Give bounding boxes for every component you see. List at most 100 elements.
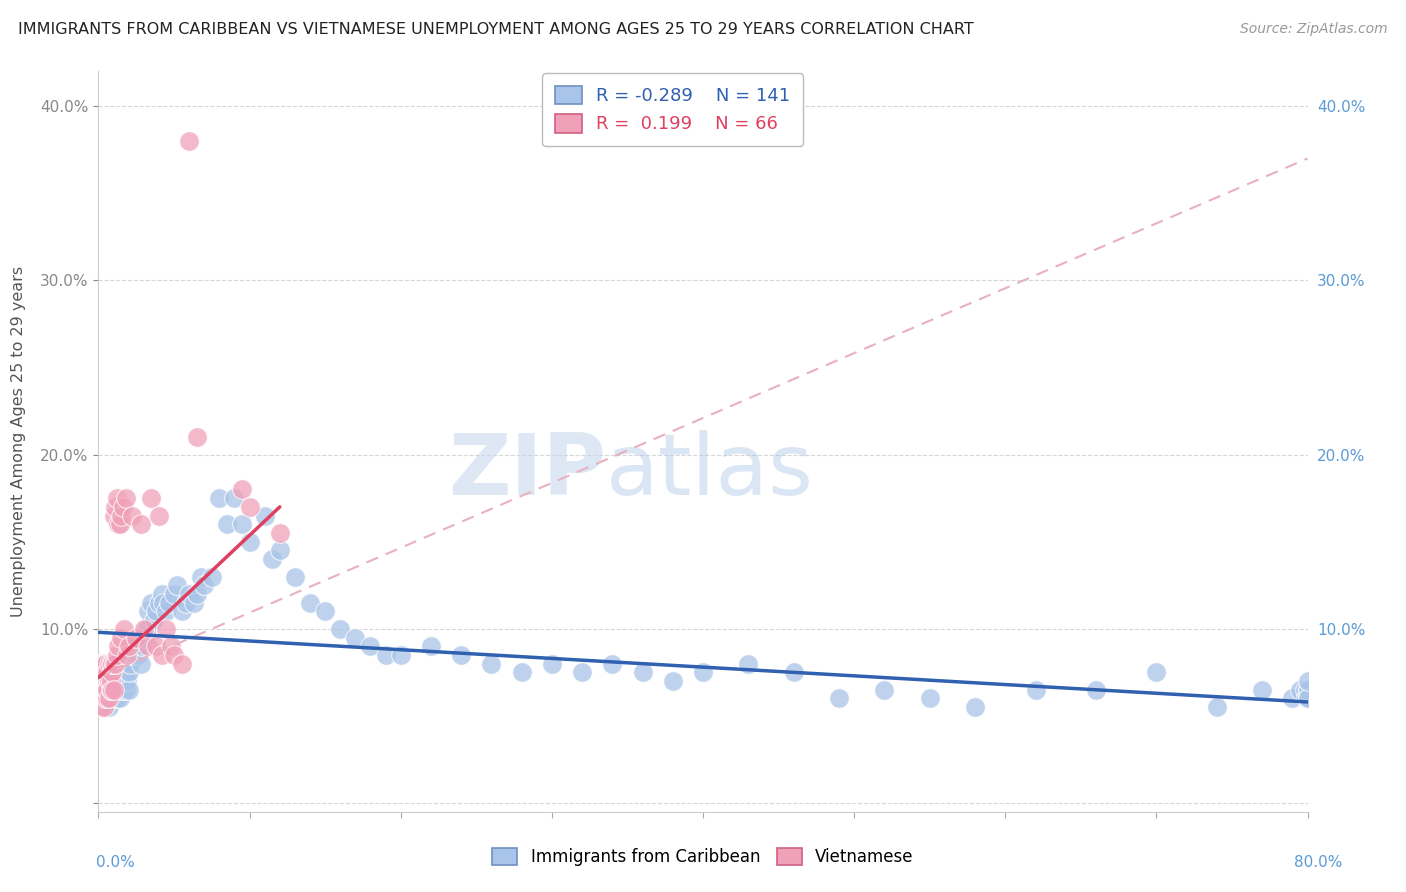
Point	[1251, 682, 1274, 697]
Point	[131, 639, 153, 653]
Point	[1024, 682, 1046, 697]
Point	[737, 657, 759, 671]
Point	[108, 674, 131, 689]
Point	[100, 682, 122, 697]
Point	[143, 613, 166, 627]
Point	[93, 665, 115, 680]
Point	[193, 578, 215, 592]
Point	[91, 682, 114, 697]
Point	[93, 700, 115, 714]
Point	[101, 657, 124, 671]
Point	[155, 622, 177, 636]
Point	[129, 657, 152, 671]
Point	[105, 691, 128, 706]
Point	[631, 665, 654, 680]
Point	[166, 578, 188, 592]
Point	[103, 674, 125, 689]
Point	[100, 674, 122, 689]
Text: IMMIGRANTS FROM CARIBBEAN VS VIETNAMESE UNEMPLOYMENT AMONG AGES 25 TO 29 YEARS C: IMMIGRANTS FROM CARIBBEAN VS VIETNAMESE …	[18, 22, 974, 37]
Point	[150, 648, 173, 662]
Point	[104, 500, 127, 514]
Point	[120, 657, 142, 671]
Point	[114, 682, 136, 697]
Point	[239, 534, 262, 549]
Point	[93, 682, 115, 697]
Point	[141, 491, 163, 505]
Point	[540, 657, 562, 671]
Point	[125, 639, 148, 653]
Text: 80.0%: 80.0%	[1295, 855, 1343, 870]
Point	[93, 657, 115, 671]
Point	[186, 430, 208, 444]
Point	[90, 674, 112, 689]
Point	[269, 543, 291, 558]
Point	[132, 622, 155, 636]
Point	[91, 657, 114, 671]
Point	[112, 657, 135, 671]
Point	[96, 657, 118, 671]
Point	[121, 508, 143, 523]
Point	[299, 596, 322, 610]
Point	[571, 665, 593, 680]
Point	[155, 604, 177, 618]
Point	[1085, 682, 1108, 697]
Point	[239, 500, 262, 514]
Point	[94, 665, 117, 680]
Point	[132, 631, 155, 645]
Point	[163, 587, 186, 601]
Point	[262, 552, 284, 566]
Point	[135, 622, 157, 636]
Point	[94, 657, 117, 671]
Point	[91, 674, 114, 689]
Point	[104, 657, 127, 671]
Point	[93, 700, 115, 714]
Point	[314, 604, 336, 618]
Point	[90, 657, 112, 671]
Point	[107, 639, 129, 653]
Point	[107, 517, 129, 532]
Legend: Immigrants from Caribbean, Vietnamese: Immigrants from Caribbean, Vietnamese	[484, 840, 922, 875]
Point	[136, 604, 159, 618]
Point	[89, 691, 111, 706]
Point	[90, 691, 112, 706]
Point	[190, 569, 212, 583]
Point	[1296, 691, 1319, 706]
Point	[103, 691, 125, 706]
Point	[145, 639, 167, 653]
Point	[100, 682, 122, 697]
Point	[186, 587, 208, 601]
Point	[692, 665, 714, 680]
Point	[115, 648, 138, 662]
Point	[1296, 682, 1319, 697]
Point	[122, 639, 145, 653]
Point	[104, 674, 127, 689]
Point	[96, 682, 118, 697]
Point	[93, 682, 115, 697]
Point	[112, 622, 135, 636]
Point	[108, 691, 131, 706]
Point	[127, 648, 149, 662]
Point	[179, 587, 201, 601]
Point	[1296, 691, 1319, 706]
Point	[96, 682, 118, 697]
Point	[114, 491, 136, 505]
Point	[112, 674, 135, 689]
Point	[110, 674, 132, 689]
Point	[94, 665, 117, 680]
Point	[89, 674, 111, 689]
Point	[170, 604, 193, 618]
Point	[91, 657, 114, 671]
Point	[98, 674, 121, 689]
Point	[101, 691, 124, 706]
Point	[94, 691, 117, 706]
Point	[96, 691, 118, 706]
Point	[1281, 691, 1303, 706]
Point	[873, 682, 896, 697]
Point	[91, 682, 114, 697]
Point	[1296, 674, 1319, 689]
Point	[103, 657, 125, 671]
Point	[100, 674, 122, 689]
Text: Source: ZipAtlas.com: Source: ZipAtlas.com	[1240, 22, 1388, 37]
Point	[90, 665, 112, 680]
Point	[159, 596, 181, 610]
